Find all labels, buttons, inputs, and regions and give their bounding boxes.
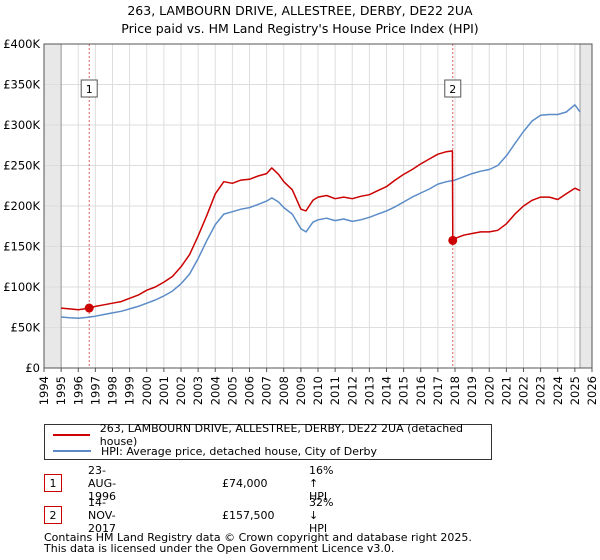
x-tick-label: 2012	[345, 376, 359, 405]
sale-point	[84, 303, 94, 313]
x-tick-label: 1998	[106, 376, 120, 405]
transaction-price: £157,500	[222, 508, 275, 522]
x-tick-label: 1995	[54, 376, 68, 405]
transaction-date: 23-AUG-1996	[88, 463, 117, 503]
x-tick-label: 2024	[551, 376, 565, 405]
y-tick-label: £350K	[3, 78, 40, 92]
chart-title-block: 263, LAMBOURN DRIVE, ALLESTREE, DERBY, D…	[0, 2, 600, 38]
sale-marker-box	[444, 79, 462, 98]
transaction-date: 14-NOV-2017	[88, 495, 116, 535]
x-tick-label: 2021	[499, 376, 513, 405]
x-tick-label: 2026	[585, 376, 599, 405]
y-tick-label: £400K	[3, 37, 40, 51]
x-tick-label: 2013	[362, 376, 376, 405]
y-tick-label: £250K	[3, 159, 40, 173]
chart-subtitle: Price paid vs. HM Land Registry's House …	[121, 21, 479, 36]
x-tick-label: 1994	[37, 376, 51, 405]
legend-item-hpi: HPI: Average price, detached house, City…	[53, 443, 377, 459]
sale-point	[448, 235, 458, 245]
chart-title: 263, LAMBOURN DRIVE, ALLESTREE, DERBY, D…	[127, 3, 473, 18]
x-tick-label: 2016	[414, 376, 428, 405]
footer-attribution: Contains HM Land Registry data © Crown c…	[44, 532, 472, 554]
x-tick-label: 2009	[294, 376, 308, 405]
plot-border	[43, 43, 593, 369]
x-tick-label: 2020	[482, 376, 496, 405]
x-tick-label: 2019	[465, 376, 479, 405]
hpi-line	[61, 104, 581, 319]
transaction-price: £74,000	[222, 476, 268, 490]
x-tick-label: 2017	[431, 376, 445, 405]
y-tick-label: £150K	[3, 240, 40, 254]
x-tick-label: 2011	[328, 376, 342, 405]
transaction-row: 2 14-NOV-2017 £157,500 32% ↓ HPI	[44, 496, 333, 535]
legend-label-property: 263, LAMBOURN DRIVE, ALLESTREE, DERBY, D…	[99, 422, 463, 448]
legend-swatch-property	[53, 434, 90, 436]
y-tick-label: £100K	[3, 280, 40, 294]
footer-line-2: This data is licensed under the Open Gov…	[44, 542, 395, 555]
chart-legend: 263, LAMBOURN DRIVE, ALLESTREE, DERBY, D…	[44, 422, 492, 460]
x-tick-label: 1999	[123, 376, 137, 405]
legend-swatch-hpi	[53, 450, 91, 452]
y-tick-label: £200K	[3, 199, 40, 213]
x-tick-label: 2025	[568, 376, 582, 405]
x-tick-label: 2006	[243, 376, 257, 405]
x-tick-label: 2008	[277, 376, 291, 405]
x-tick-label: 2003	[191, 376, 205, 405]
x-tick-label: 2014	[380, 376, 394, 405]
x-tick-label: 2002	[174, 376, 188, 405]
x-tick-label: 1996	[71, 376, 85, 405]
property-price-line	[61, 150, 581, 311]
transaction-row: 1 23-AUG-1996 £74,000 16% ↑ HPI	[44, 464, 333, 503]
x-tick-label: 2018	[448, 376, 462, 405]
x-tick-label: 2023	[534, 376, 548, 405]
transaction-number-badge: 1	[44, 474, 62, 492]
x-tick-label: 2004	[208, 376, 222, 405]
legend-label-hpi: HPI: Average price, detached house, City…	[101, 444, 378, 458]
x-tick-label: 2001	[157, 376, 171, 405]
y-tick-label: £0	[25, 361, 40, 375]
transaction-hpi-diff: 32% ↓ HPI	[309, 495, 334, 535]
sale-marker-label: 1	[86, 83, 93, 96]
x-tick-label: 2015	[397, 376, 411, 405]
sale-marker-label: 2	[449, 83, 456, 96]
sale-marker-box	[80, 79, 98, 98]
transaction-number-badge: 2	[44, 506, 62, 524]
x-tick-label: 1997	[88, 376, 102, 405]
x-tick-label: 2022	[517, 376, 531, 405]
price-chart: £0 £50K £100K £150K £200K £250K £300K £350K £400…	[3, 37, 599, 405]
legend-item-property: 263, LAMBOURN DRIVE, ALLESTREE, DERBY, D…	[53, 422, 491, 448]
y-tick-label: £300K	[3, 118, 40, 132]
x-tick-label: 2010	[311, 376, 325, 405]
x-tick-label: 2007	[260, 376, 274, 405]
x-tick-label: 2000	[140, 376, 154, 405]
transaction-hpi-diff: 16% ↑ HPI	[309, 463, 334, 503]
y-tick-label: £50K	[11, 321, 41, 335]
x-tick-label: 2005	[225, 376, 239, 405]
footer-line-1: Contains HM Land Registry data © Crown c…	[44, 531, 472, 544]
